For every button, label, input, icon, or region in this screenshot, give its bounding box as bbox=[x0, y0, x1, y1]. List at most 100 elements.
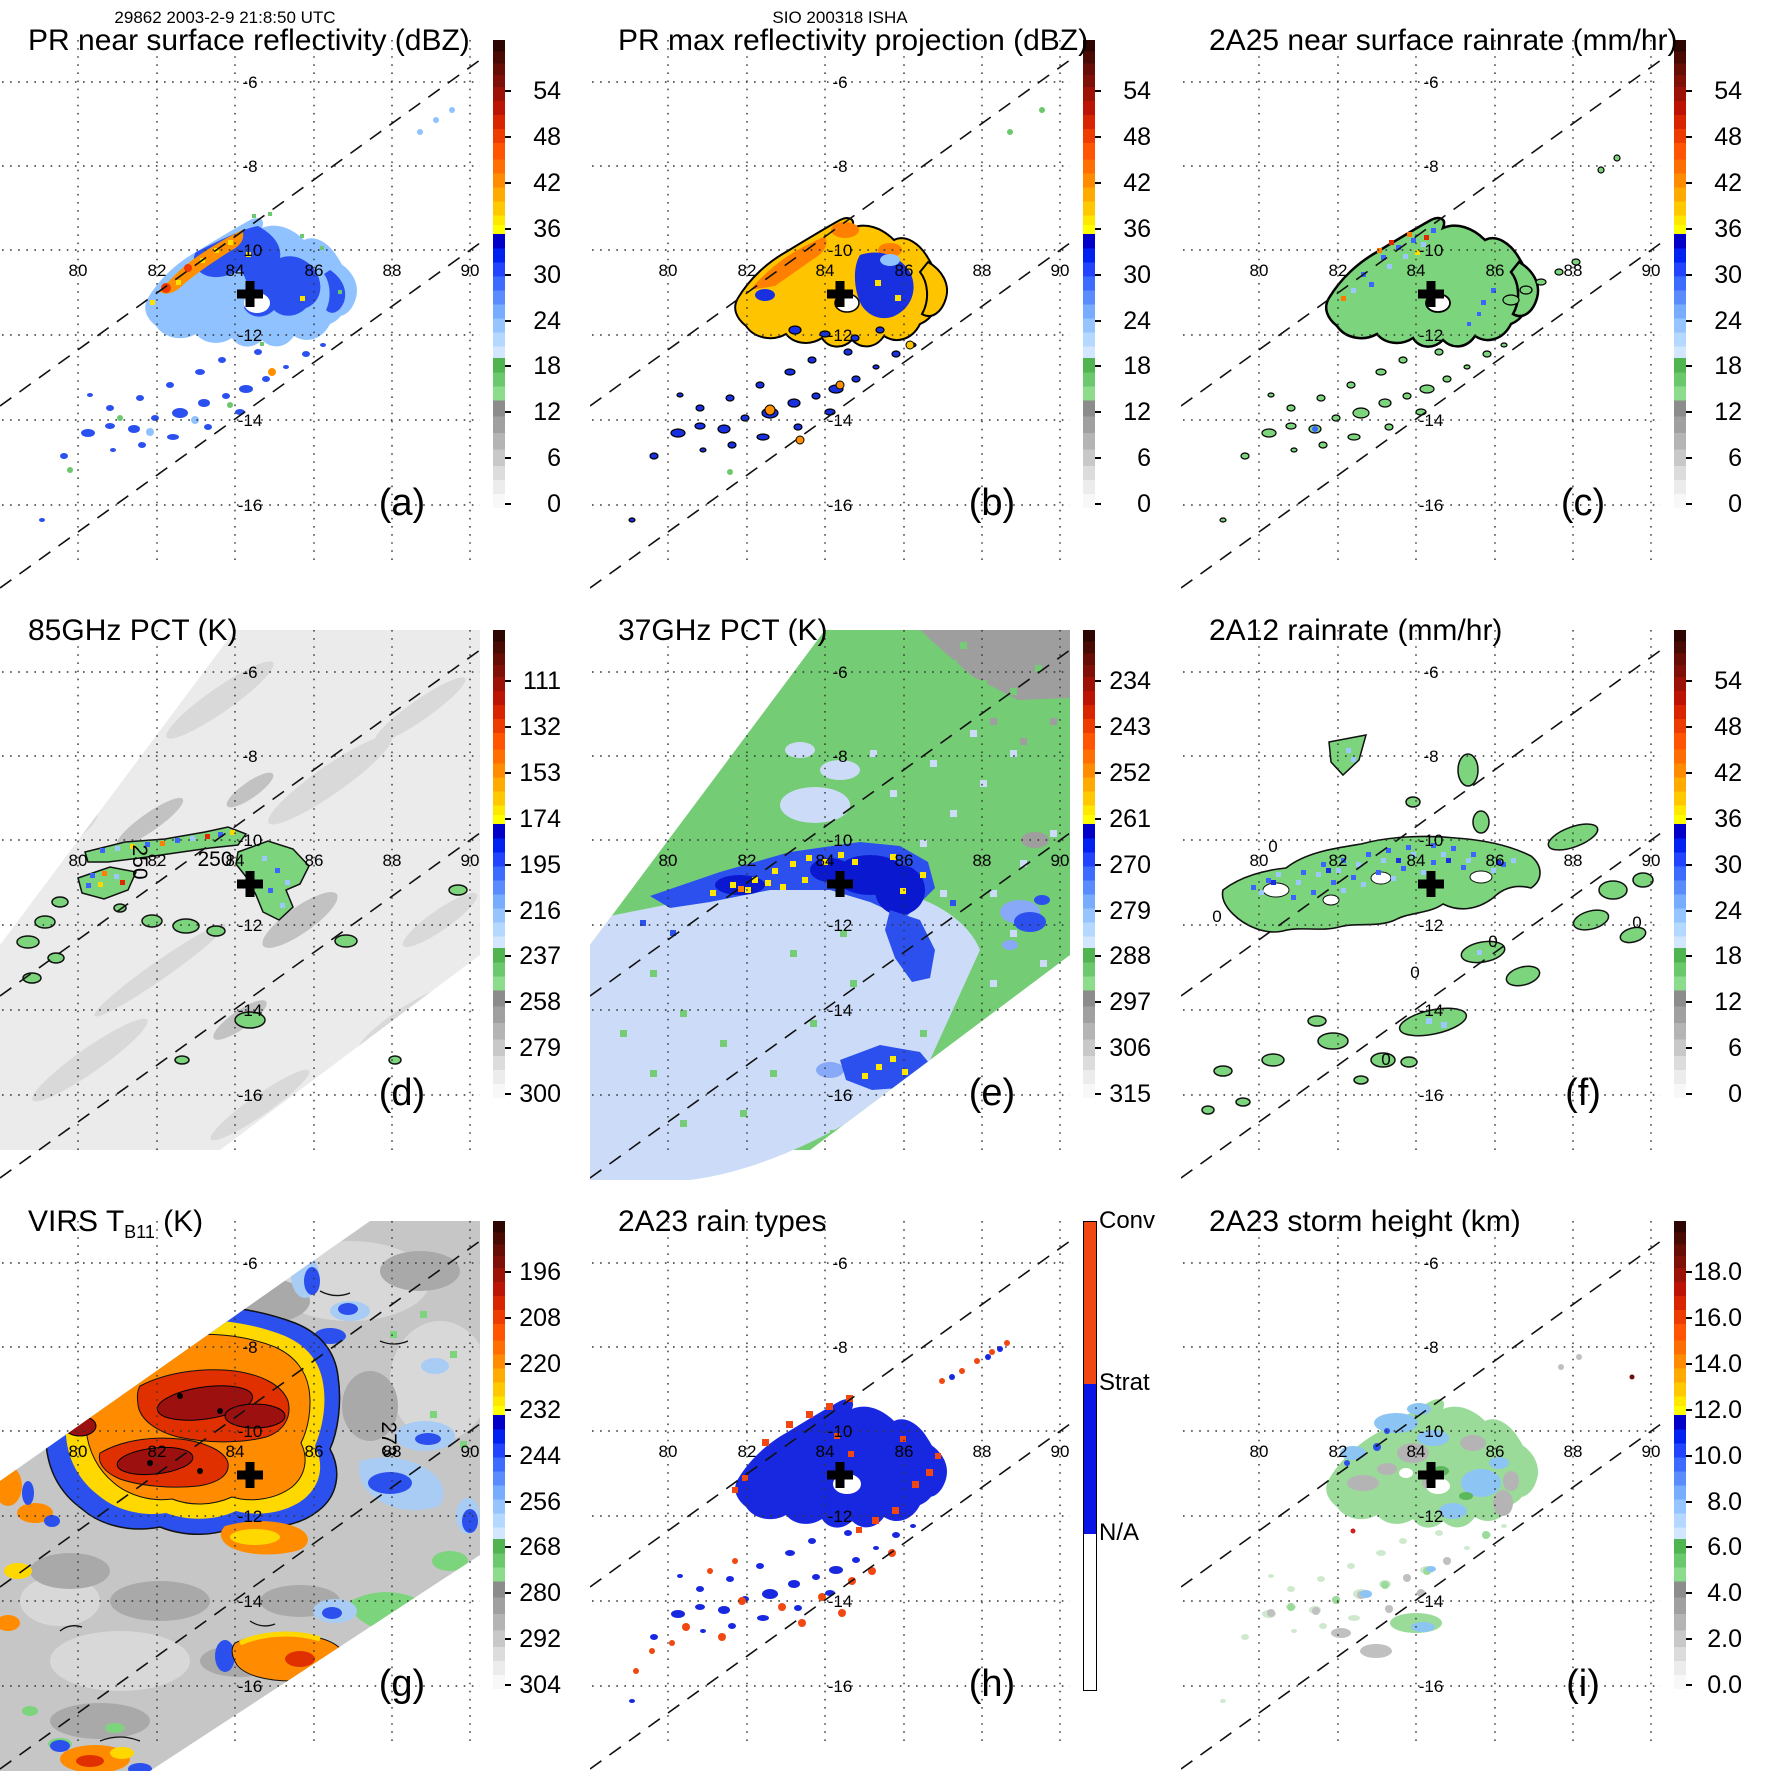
lat-label: -8 bbox=[1423, 1338, 1438, 1357]
panel-title: 2A12 rainrate (mm/hr) bbox=[1209, 614, 1503, 647]
rainrate-field-2a25 bbox=[1219, 154, 1621, 523]
map-d: 250 250 80 82 84 86 88 90 -6 -8 -10 -12 -14 -16 bbox=[0, 630, 481, 1179]
lat-label: -10 bbox=[828, 241, 853, 260]
lon-label: 90 bbox=[1642, 261, 1661, 280]
panel-letter: (f) bbox=[1565, 1072, 1601, 1114]
lon-label: 86 bbox=[1486, 1442, 1505, 1461]
panel-title: 2A25 near surface rainrate (mm/hr) bbox=[1209, 24, 1678, 57]
lat-label: -16 bbox=[238, 1677, 263, 1696]
lat-label: -10 bbox=[238, 831, 263, 850]
swath-edge-line bbox=[1181, 242, 1662, 589]
lon-label: 82 bbox=[1329, 851, 1348, 870]
lat-label: -14 bbox=[828, 1592, 853, 1611]
storm-center-marker bbox=[1418, 1462, 1444, 1488]
lon-label: 90 bbox=[1642, 851, 1661, 870]
colorbar-height bbox=[1674, 1221, 1686, 1689]
lon-label: 80 bbox=[1250, 261, 1269, 280]
lat-label: -16 bbox=[1419, 1086, 1444, 1105]
panel-letter: (h) bbox=[968, 1663, 1016, 1705]
lon-label: 80 bbox=[1250, 1442, 1269, 1461]
lat-label: -16 bbox=[1419, 1677, 1444, 1696]
colorbar-pct37 bbox=[1083, 630, 1095, 1098]
lon-label: 86 bbox=[895, 261, 914, 280]
swath-edge-line bbox=[0, 242, 481, 589]
lon-label: 82 bbox=[1329, 261, 1348, 280]
lon-label: 82 bbox=[738, 1442, 757, 1461]
storm-center-marker bbox=[1418, 871, 1444, 897]
rain-type-field bbox=[629, 1340, 1010, 1703]
lon-label: 88 bbox=[383, 1442, 402, 1461]
panel-e: 80 82 84 86 88 90 -6 -8 -10 -12 -14 -16 37GHz PCT (… bbox=[590, 590, 1180, 1180]
panel-letter: (i) bbox=[1566, 1663, 1600, 1705]
panel-g: 273 80 82 84 86 88 90 -6 -8 -10 -12 -14 -16 VIRS TB… bbox=[0, 1181, 590, 1771]
map-h: 80 82 84 86 88 90 -6 -8 -10 -12 -14 -16 bbox=[590, 1221, 1071, 1770]
lon-label: 82 bbox=[738, 851, 757, 870]
lat-label: -14 bbox=[1419, 411, 1444, 430]
map-grid-layer: 80 82 84 86 88 90 -6 -8 -10 -12 -14 -16 bbox=[1181, 40, 1662, 589]
map-grid-layer: 80 82 84 86 88 90 -6 -8 -10 -12 -14 -16 bbox=[590, 40, 1071, 589]
lat-label: -12 bbox=[828, 326, 853, 345]
lat-label: -14 bbox=[828, 1001, 853, 1020]
lon-label: 90 bbox=[461, 261, 480, 280]
lat-label: -10 bbox=[828, 1422, 853, 1441]
swath-edge-line bbox=[590, 59, 1071, 407]
lon-label: 88 bbox=[1564, 851, 1583, 870]
contour-label-273: 273 bbox=[377, 1421, 400, 1456]
lat-label: -8 bbox=[242, 157, 257, 176]
panel-title: 85GHz PCT (K) bbox=[28, 614, 238, 647]
lat-label: -16 bbox=[828, 496, 853, 515]
lat-label: -14 bbox=[238, 411, 263, 430]
lat-label: -10 bbox=[238, 241, 263, 260]
lon-label: 84 bbox=[226, 851, 245, 870]
panel-title: 37GHz PCT (K) bbox=[618, 614, 828, 647]
lon-label: 84 bbox=[226, 261, 245, 280]
lat-label: -12 bbox=[1419, 916, 1444, 935]
swath-edge-line bbox=[1181, 1240, 1662, 1588]
swath-edge-line bbox=[0, 832, 481, 1179]
lon-label: 88 bbox=[973, 851, 992, 870]
map-a: 80 82 84 86 88 90 -6 -8 -10 -12 -14 -16 bbox=[0, 40, 481, 589]
lon-label: 88 bbox=[973, 261, 992, 280]
orbit-timestamp-header: 29862 2003-2-9 21:8:50 UTC bbox=[114, 8, 336, 27]
panel-a: 80 82 84 86 88 90 -6 -8 -10 -12 -14 -16 PR near sur… bbox=[0, 0, 590, 590]
lon-label: 86 bbox=[895, 1442, 914, 1461]
lat-label: -12 bbox=[828, 916, 853, 935]
lat-label: -6 bbox=[832, 1254, 847, 1273]
lat-label: -6 bbox=[832, 73, 847, 92]
lon-label: 86 bbox=[305, 261, 324, 280]
contour-label-0: 0 bbox=[1410, 963, 1419, 982]
map-grid-layer: 80 82 84 86 88 90 -6 -8 -10 -12 -14 -16 bbox=[0, 40, 481, 589]
lon-label: 84 bbox=[1407, 1442, 1426, 1461]
lat-label: -12 bbox=[1419, 326, 1444, 345]
lon-label: 90 bbox=[1051, 1442, 1070, 1461]
map-grid-layer: 80 82 84 86 88 90 -6 -8 -10 -12 -14 -16 bbox=[0, 630, 481, 1179]
panel-letter: (d) bbox=[378, 1072, 426, 1114]
lat-label: -12 bbox=[1419, 1507, 1444, 1526]
map-c: 80 82 84 86 88 90 -6 -8 -10 -12 -14 -16 bbox=[1181, 40, 1662, 589]
lat-label: -8 bbox=[242, 1338, 257, 1357]
lat-label: -6 bbox=[1423, 663, 1438, 682]
panel-letter: (g) bbox=[378, 1663, 426, 1705]
swath-edge-line bbox=[590, 242, 1071, 589]
lat-label: -6 bbox=[242, 73, 257, 92]
colorbar-dbz bbox=[1674, 630, 1686, 1098]
lon-label: 84 bbox=[226, 1442, 245, 1461]
panel-title: PR near surface reflectivity (dBZ) bbox=[28, 24, 470, 57]
colorbar-dbz bbox=[1674, 40, 1686, 508]
lat-label: -14 bbox=[828, 411, 853, 430]
panel-letter: (b) bbox=[968, 482, 1016, 524]
lat-label: -6 bbox=[1423, 1254, 1438, 1273]
panel-b: 80 82 84 86 88 90 -6 -8 -10 -12 -14 -16 PR max refl… bbox=[590, 0, 1180, 590]
lat-label: -6 bbox=[242, 663, 257, 682]
lon-label: 86 bbox=[305, 851, 324, 870]
lat-label: -12 bbox=[238, 326, 263, 345]
lon-label: 88 bbox=[383, 851, 402, 870]
map-grid-layer: 80 82 84 86 88 90 -6 -8 -10 -12 -14 -16 bbox=[1181, 1221, 1662, 1770]
colorbar-dbz bbox=[1083, 40, 1095, 508]
panel-title: PR max reflectivity projection (dBZ) bbox=[618, 24, 1089, 57]
swath-edge-line bbox=[0, 1423, 481, 1770]
map-grid-layer: 80 82 84 86 88 90 -6 -8 -10 -12 -14 -16 bbox=[590, 1221, 1071, 1770]
lon-label: 82 bbox=[148, 851, 167, 870]
lon-label: 80 bbox=[1250, 851, 1269, 870]
swath-edge-line bbox=[1181, 649, 1662, 997]
